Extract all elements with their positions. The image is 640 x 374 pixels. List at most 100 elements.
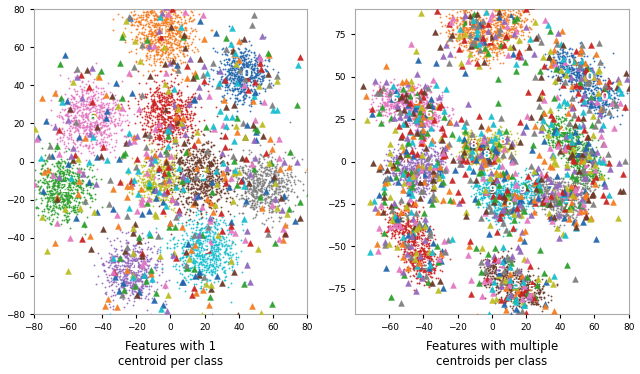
Point <box>560 77 570 83</box>
Point <box>520 24 531 30</box>
Point <box>384 96 394 102</box>
Point <box>406 172 416 178</box>
Point <box>564 68 574 74</box>
Point <box>387 217 397 223</box>
Point <box>96 105 106 111</box>
Point <box>515 12 525 18</box>
Point <box>246 188 256 194</box>
Point <box>563 58 573 64</box>
Point <box>390 231 401 237</box>
Point <box>207 83 217 89</box>
Point <box>156 28 166 34</box>
Point <box>132 178 143 184</box>
Point <box>273 236 284 242</box>
Point <box>566 55 576 61</box>
Point <box>512 130 522 136</box>
Point <box>161 49 171 55</box>
Point <box>499 214 509 220</box>
Point <box>177 115 188 121</box>
Point <box>584 90 595 96</box>
Point <box>229 52 239 58</box>
Point <box>162 110 172 116</box>
Point <box>148 52 159 58</box>
Point <box>227 315 237 321</box>
Point <box>506 285 516 291</box>
Point <box>388 105 398 111</box>
Point <box>394 172 404 178</box>
Point <box>192 129 202 135</box>
Point <box>502 197 513 203</box>
Point <box>497 261 508 267</box>
Point <box>591 177 602 183</box>
Point <box>479 47 490 53</box>
Point <box>397 79 407 85</box>
Point <box>412 172 422 178</box>
Point <box>555 125 565 131</box>
Point <box>94 109 104 115</box>
Point <box>563 192 573 198</box>
Point <box>148 138 158 144</box>
Point <box>248 78 258 84</box>
Point <box>221 159 232 165</box>
Point <box>468 33 478 39</box>
Point <box>211 253 221 259</box>
Point <box>520 182 530 188</box>
Point <box>96 119 106 125</box>
Point <box>150 229 161 235</box>
Point <box>146 176 156 182</box>
Point <box>415 111 425 117</box>
Point <box>402 214 412 220</box>
Point <box>525 192 535 198</box>
Point <box>188 174 198 180</box>
Point <box>239 134 250 140</box>
Point <box>111 279 121 285</box>
Point <box>94 74 104 80</box>
Point <box>578 166 588 172</box>
Point <box>429 155 439 161</box>
Point <box>405 116 415 122</box>
Point <box>143 296 153 302</box>
Point <box>468 179 478 185</box>
Point <box>588 113 598 119</box>
Point <box>417 266 427 272</box>
Point <box>47 205 58 211</box>
Point <box>503 193 513 199</box>
Point <box>265 200 275 206</box>
Point <box>422 157 433 163</box>
Point <box>68 169 78 175</box>
Point <box>225 223 236 229</box>
Point <box>233 45 243 50</box>
Point <box>134 287 144 293</box>
Point <box>504 200 515 206</box>
Point <box>388 211 398 217</box>
Point <box>582 80 593 86</box>
Point <box>620 70 630 76</box>
Point <box>84 128 95 134</box>
Point <box>501 227 511 233</box>
Point <box>588 166 598 172</box>
Point <box>416 238 426 244</box>
Point <box>179 167 189 173</box>
Point <box>77 199 87 205</box>
Point <box>540 211 550 217</box>
Point <box>154 174 164 180</box>
Point <box>490 280 500 286</box>
Point <box>51 199 61 205</box>
Point <box>211 246 221 252</box>
Point <box>168 30 179 36</box>
Point <box>164 93 175 99</box>
Point <box>104 264 114 270</box>
Point <box>212 183 223 189</box>
Point <box>159 49 170 55</box>
Point <box>77 99 88 105</box>
Point <box>135 194 145 200</box>
Point <box>396 216 406 222</box>
Point <box>413 240 423 246</box>
Point <box>156 178 166 184</box>
Point <box>483 272 493 278</box>
Point <box>479 45 490 51</box>
Point <box>536 74 547 80</box>
Point <box>207 269 218 275</box>
Point <box>54 176 65 182</box>
Point <box>555 50 565 56</box>
